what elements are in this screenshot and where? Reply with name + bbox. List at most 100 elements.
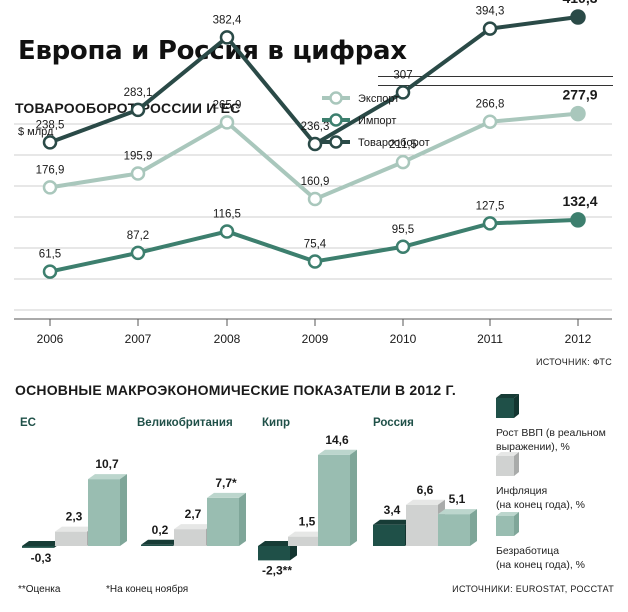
x-tick-label: 2010 [390,332,417,346]
bar-top [88,474,127,480]
bar-front [318,454,350,546]
bar-label: 3,4 [384,503,401,517]
data-point [42,135,58,150]
macro-chart-source: ИСТОЧНИКИ: EUROSTAT, РОССТАТ [452,584,614,594]
data-label: 195,9 [124,150,153,162]
bar-label: 10,7 [95,457,119,471]
bar-label: 2,7 [185,507,202,521]
note-estimate: **Оценка [18,584,61,595]
bar-front [288,536,320,546]
data-point [482,216,498,231]
data-point [130,245,146,261]
legend-label: Инфляция [496,485,547,497]
bar-label: -0,3 [31,551,52,565]
data-label: 394,3 [476,6,505,18]
bar-side [239,492,246,546]
bar-label: -2,3** [262,563,292,577]
bar-top [141,539,180,545]
bar-top [55,526,94,532]
x-tick-label: 2011 [477,332,503,346]
bar-top [438,509,477,515]
data-label: 283,1 [124,87,153,99]
trade-line-chart: 176,9 195,9 265,9 160,9 211,5 266,8 277,9 61,5 8… [14,0,612,346]
bar-front [438,514,470,546]
bar-label: 5,1 [449,492,466,506]
bar-front [55,531,87,546]
data-point [219,30,235,45]
data-point [130,102,146,118]
bar-top [288,531,327,537]
bar-label: 7,7* [215,476,237,490]
legend-swatch-side [514,512,519,536]
trade-chart-source: ИСТОЧНИК: ФТС [535,357,612,367]
bar-top [22,541,61,546]
title-rule [378,76,613,86]
data-label: 95,5 [392,224,414,236]
category-label: Россия [373,417,414,429]
legend-label: Рост ВВП (в реальном [496,427,606,439]
data-label: 238,5 [36,119,65,131]
bar-side [350,449,357,546]
category-label: Великобритания [137,417,233,429]
data-label: 307 [393,69,412,81]
bar-front [88,479,120,546]
bar-top [406,499,445,505]
note-november: *На конец ноября [106,584,189,595]
x-tick-label: 2007 [125,332,152,346]
data-label: 87,2 [127,230,149,242]
x-tick-label: 2012 [565,332,592,346]
legend-swatch-front [496,516,514,536]
data-label: 160,9 [301,176,330,188]
bar-front [373,524,405,546]
bar-label: 6,6 [417,483,434,497]
bar-front [22,546,54,548]
data-label: 75,4 [304,238,327,250]
data-point [42,180,58,195]
bar-label: 1,5 [299,515,316,529]
data-point [219,115,235,130]
data-label: 211,5 [389,139,417,151]
data-point [130,166,146,181]
bar-top [373,519,412,525]
legend-label: выражении), % [496,441,570,453]
data-point [307,191,323,207]
data-label: 266,8 [476,99,505,111]
legend-swatch-top [496,452,519,456]
legend-label: Безработица [496,545,559,557]
trade-chart-title: ТОВАРООБОРОТ РОССИИ И ЕС [15,100,241,116]
data-label: 410,3 [562,0,597,6]
data-point [395,85,411,100]
legend-label: Товарооборот [358,137,430,149]
bar-front [174,529,206,546]
x-tick-label: 2006 [37,332,64,346]
legend-label: Экспорт [358,93,399,105]
legend-label: (на конец года), % [496,499,585,511]
category-label: ЕС [20,417,36,429]
data-label: 61,5 [39,249,61,261]
bar-top [258,541,297,546]
bar-top [174,524,213,530]
data-label: 132,4 [562,193,597,209]
data-label: 176,9 [36,164,65,176]
data-point [219,224,235,239]
legend-swatch-top [496,512,519,516]
data-point [395,154,411,170]
bar-front [406,504,438,546]
data-point [307,254,323,269]
bar-label: 2,3 [66,510,83,524]
legend-swatch-front [496,456,514,476]
data-point [307,136,323,152]
data-point [570,9,586,25]
data-label: 127,5 [476,200,505,212]
legend-label: (на конец года), % [496,559,585,571]
data-label: 116,5 [213,208,241,220]
bar-top [207,492,246,498]
data-label: 277,9 [562,87,597,103]
bar-front [258,546,290,561]
trade-chart-unit: $ млрд [18,126,54,138]
bar-front [141,544,173,546]
x-tick-label: 2008 [214,332,241,346]
legend-swatch-side [514,452,519,476]
